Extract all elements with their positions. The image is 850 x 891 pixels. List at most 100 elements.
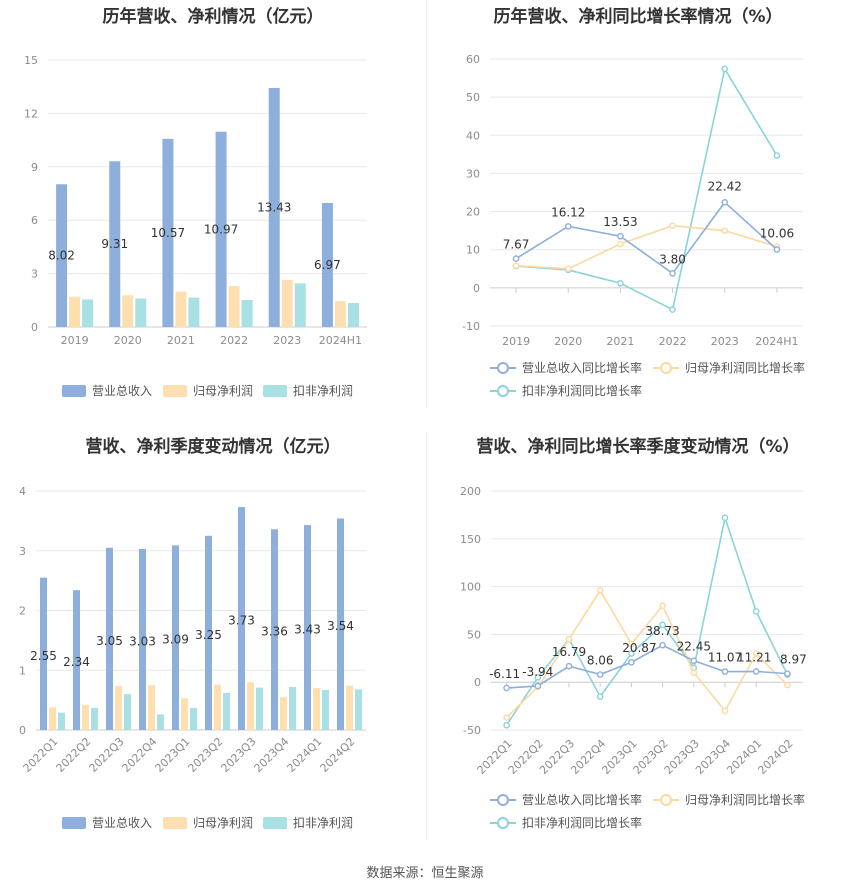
chart4-point-1	[565, 635, 573, 643]
chart4-value-label: -6.11	[489, 667, 520, 681]
chart4-point-1	[659, 602, 666, 610]
chart1-bar-1	[334, 301, 346, 327]
chart3-xtick: 2022Q2	[54, 735, 94, 775]
chart4-value-label: 8.06	[587, 653, 614, 667]
chart4-point-0	[721, 668, 729, 675]
chart1-title: 历年营收、净利情况（亿元）	[102, 7, 324, 27]
chart3-bar-0	[40, 577, 47, 730]
chart1-value-label: 6.97	[314, 258, 341, 272]
divider-bottom	[426, 432, 427, 840]
chart4-point-0	[752, 668, 760, 675]
chart4-point-2	[752, 608, 760, 615]
chart3-bar-2	[91, 707, 98, 730]
chart1-xtick: 2024H1	[319, 334, 362, 347]
chart1-bar-0	[109, 161, 121, 327]
chart4-legend-label: 扣非净利润同比增长率	[522, 815, 642, 830]
chart2-value-label: 22.42	[708, 179, 742, 193]
chart1-bar-1	[175, 291, 187, 327]
chart3-bar-0	[106, 547, 113, 730]
chart2-point-0	[669, 270, 676, 277]
chart4-line-1	[506, 588, 788, 719]
chart4-ytick: 100	[460, 581, 481, 594]
chart4-point-1	[503, 714, 510, 721]
chart1-xtick: 2022	[220, 334, 248, 347]
chart3-xtick: 2023Q1	[153, 735, 193, 775]
chart1-bar-2	[294, 283, 306, 327]
chart3-bar-1	[346, 685, 353, 730]
chart1-xtick: 2019	[61, 334, 89, 347]
chart1-bar-2	[188, 297, 200, 327]
chart1-legend-swatch	[263, 385, 287, 397]
chart1-ytick: 0	[31, 321, 38, 334]
chart3-bar-0	[172, 545, 179, 730]
chart2-point-2	[617, 279, 624, 287]
chart3-bar-0	[271, 529, 278, 730]
chart1-value-label: 13.43	[257, 200, 291, 214]
chart4-ytick: 150	[460, 533, 481, 546]
chart3-bar-1	[49, 707, 56, 730]
chart3-value-label: 3.54	[327, 619, 354, 633]
chart2-point-2	[773, 152, 781, 159]
chart1-bar-0	[321, 202, 333, 327]
chart3-bar-1	[280, 697, 287, 730]
chart2-legend-label: 营业总收入同比增长率	[522, 360, 642, 375]
chart4-point-1	[628, 640, 635, 648]
chart2-line-1	[516, 224, 778, 270]
chart4-line-2	[505, 514, 789, 726]
chart3-bar-2	[289, 686, 296, 730]
chart2-point-2	[669, 306, 676, 313]
chart2-xtick: 2023	[711, 335, 739, 348]
chart3-xtick: 2024Q1	[285, 735, 325, 775]
chart4-point-1	[784, 681, 791, 689]
chart1-bar-1	[69, 296, 81, 327]
chart1-bar-1	[281, 279, 293, 327]
chart4-line-0	[506, 644, 788, 689]
chart2-line-0	[515, 201, 778, 275]
chart2-ytick: 40	[466, 129, 480, 142]
chart3-ytick: 0	[19, 724, 26, 737]
chart2-point-0	[564, 223, 572, 230]
chart2-point-1	[617, 240, 624, 248]
chart2-ytick: 20	[466, 206, 480, 219]
chart4-value-label: 11.21	[737, 650, 771, 664]
chart4-legend-marker	[497, 817, 509, 829]
chart3-legend-swatch	[163, 817, 187, 829]
chart3-legend-label: 归母净利润	[193, 816, 253, 830]
chart3-bar-0	[304, 525, 311, 730]
chart2-point-1	[669, 222, 676, 229]
chart2-point-0	[721, 199, 729, 206]
chart4-ytick: -50	[463, 724, 481, 737]
chart2-ytick: 10	[466, 244, 480, 257]
chart2-xtick: 2024H1	[755, 335, 798, 348]
chart3-xtick: 2023Q4	[252, 735, 292, 775]
chart1-ytick: 3	[31, 268, 38, 281]
chart4-xtick: 2024Q2	[755, 737, 795, 777]
chart2-ytick: 30	[466, 167, 480, 180]
chart3-bar-2	[322, 689, 329, 730]
chart3-bar-2	[157, 714, 164, 730]
chart4-legend-marker	[660, 794, 672, 806]
chart3-value-label: 2.55	[30, 649, 57, 663]
chart3-legend-label: 营业总收入	[92, 816, 152, 830]
chart1-bar-0	[56, 184, 68, 327]
chart2-ytick: -10	[462, 320, 480, 333]
chart1-bar-1	[122, 295, 134, 327]
chart1-bar-2	[347, 302, 359, 327]
chart4-point-2	[628, 650, 635, 657]
chart2-point-1	[512, 262, 520, 270]
chart4-point-0	[659, 641, 666, 649]
chart1-xtick: 2023	[273, 334, 301, 347]
chart4-value-label: 11.07	[708, 651, 742, 665]
chart3-xtick: 2023Q3	[219, 735, 259, 775]
chart2-title: 历年营收、净利同比增长率情况（%）	[493, 7, 783, 27]
chart1-value-label: 10.97	[204, 222, 238, 236]
chart3-bar-1	[313, 688, 320, 730]
chart1-legend-label: 营业总收入	[92, 384, 152, 398]
chart2-xtick: 2020	[554, 335, 582, 348]
chart2-point-0	[512, 255, 520, 262]
chart4-point-0	[565, 662, 573, 670]
chart3-value-label: 3.25	[195, 628, 222, 642]
chart2-xtick: 2019	[502, 335, 530, 348]
chart2-xtick: 2022	[659, 335, 687, 348]
chart3-xtick: 2024Q2	[318, 735, 358, 775]
